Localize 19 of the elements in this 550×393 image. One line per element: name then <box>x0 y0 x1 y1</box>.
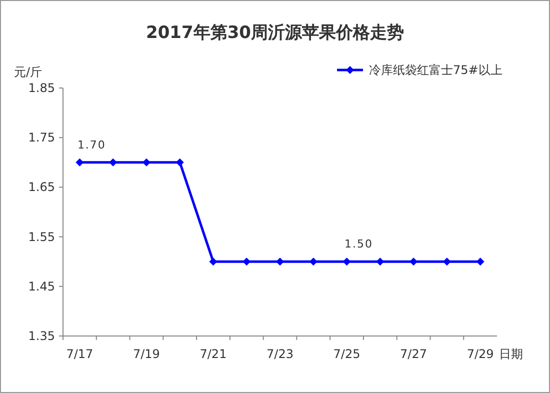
x-axis-title: 日期 <box>499 347 523 361</box>
y-tick-label: 1.35 <box>28 329 55 343</box>
data-label: 1.50 <box>344 238 374 251</box>
y-axis-title: 元/斤 <box>14 65 42 79</box>
x-tick-label: 7/17 <box>66 347 94 361</box>
x-tick-label: 7/21 <box>200 347 227 361</box>
y-tick-label: 1.75 <box>28 130 55 145</box>
y-tick-label: 1.45 <box>28 279 55 294</box>
x-tick-label: 7/29 <box>466 347 494 361</box>
x-tick-label: 7/19 <box>132 347 160 361</box>
x-tick-label: 7/25 <box>333 347 360 361</box>
chart-title: 2017年第30周沂源苹果价格走势 <box>146 23 404 43</box>
x-tick-label: 7/23 <box>266 347 294 361</box>
y-tick-label: 1.85 <box>28 81 55 95</box>
legend-label: 冷库纸袋红富士75#以上 <box>369 63 502 77</box>
x-tick-label: 7/27 <box>400 347 428 361</box>
y-tick-label: 1.65 <box>28 180 55 194</box>
data-label: 1.70 <box>77 138 106 152</box>
y-tick-label: 1.55 <box>28 230 55 244</box>
